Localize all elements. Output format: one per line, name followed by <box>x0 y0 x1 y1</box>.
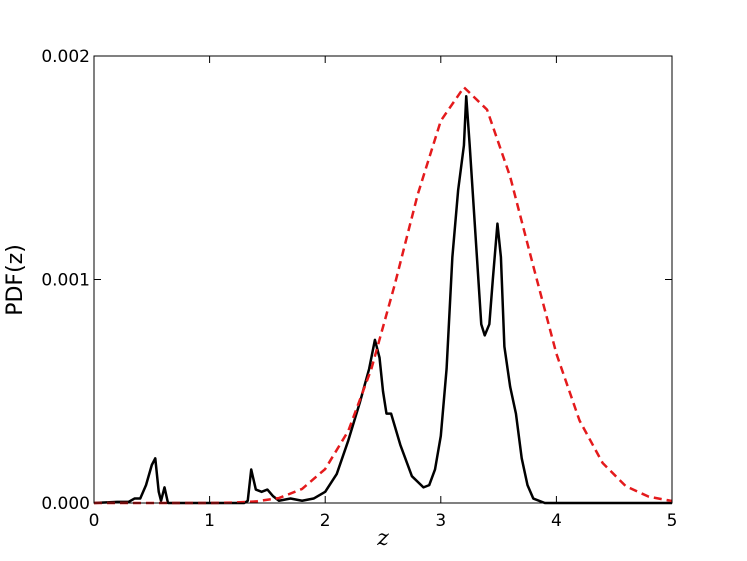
y-axis-label: PDF(z) <box>3 244 28 316</box>
x-tick-label: 1 <box>204 511 215 531</box>
x-tick-label: 0 <box>89 511 100 531</box>
x-tick-label: 4 <box>551 511 562 531</box>
y-tick-label: 0.001 <box>41 271 90 291</box>
x-axis-label: z <box>376 526 389 551</box>
plot-frame <box>93 55 673 504</box>
y-tick-label: 0.002 <box>41 47 90 67</box>
x-tick-label: 3 <box>435 511 446 531</box>
series-line <box>93 94 672 505</box>
y-tick-label: 0.000 <box>41 494 90 514</box>
x-tick-label: 2 <box>320 511 331 531</box>
x-tick-label: 5 <box>667 511 678 531</box>
series-line <box>94 86 673 505</box>
